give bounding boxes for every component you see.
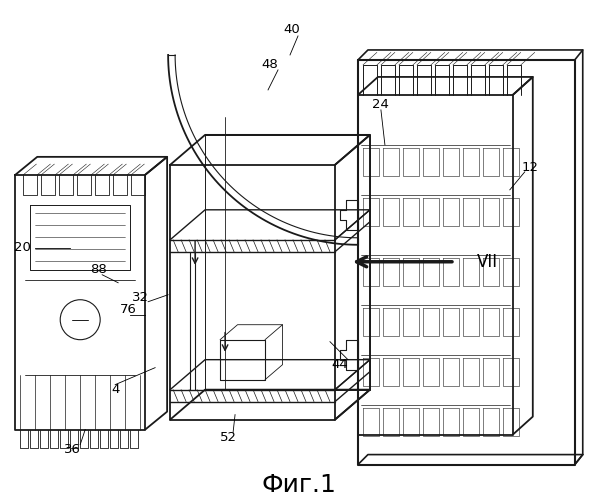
Text: VII: VII [477,253,498,271]
Text: 52: 52 [220,431,237,444]
Text: 48: 48 [262,58,279,71]
Text: 88: 88 [90,264,107,276]
Text: 12: 12 [521,162,539,174]
Text: 24: 24 [373,98,389,112]
Text: 36: 36 [63,443,81,456]
Text: 44: 44 [332,358,349,371]
Text: 20: 20 [14,242,31,254]
Text: 76: 76 [120,303,137,316]
Text: 40: 40 [284,24,300,36]
Text: Фиг.1: Фиг.1 [262,472,337,496]
Text: 4: 4 [111,383,119,396]
Text: 32: 32 [132,291,149,304]
